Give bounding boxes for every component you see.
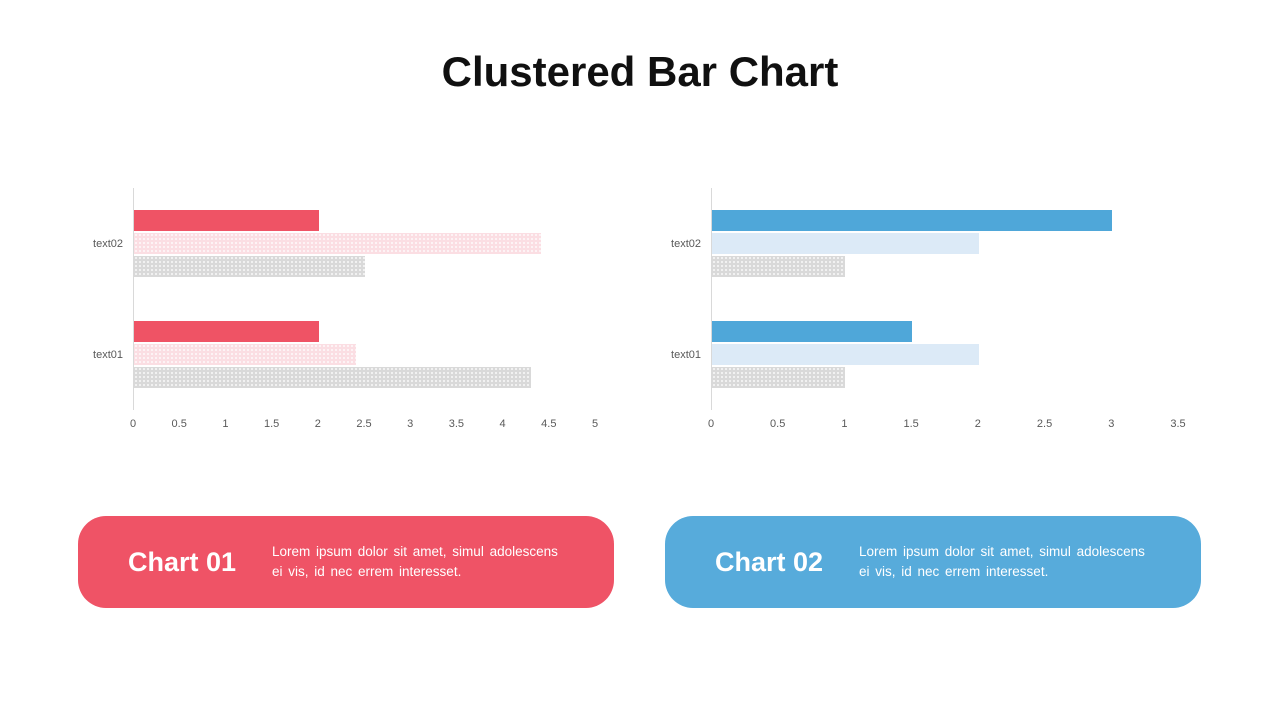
x-tick-label-2.5: 2.5 [356, 418, 372, 430]
x-tick-label-0: 0 [129, 418, 137, 430]
x-tick-label-4: 4 [499, 418, 506, 430]
category-label-text02: text02 [671, 237, 701, 250]
category-label-text01: text01 [93, 348, 123, 361]
x-tick-label-2: 2 [974, 418, 981, 430]
category-axis-labels: text02 text01 [78, 188, 133, 410]
bar-series-gray-text01 [712, 367, 846, 388]
bar-series-gray-text02 [712, 256, 846, 277]
x-tick-label-1: 1 [841, 418, 848, 430]
chart-02-card-title: Chart 02 [714, 546, 824, 577]
bar-chart-01: text02 text01 0 0.5 1 1.5 2 2.5 3 3.5 4 4.5 5 [78, 188, 608, 448]
bar-series-red-text02 [134, 210, 319, 231]
chart-01-card-description: Lorem ipsum dolor sit amet, simul adoles… [272, 543, 558, 579]
bar-series-pink-text01 [134, 344, 356, 365]
value-axis-line [711, 188, 712, 410]
bar-series-gray-text02 [134, 256, 365, 277]
x-tick-label-5: 5 [591, 418, 599, 430]
plot-area: 0 0.5 1 1.5 2 2.5 3 3.5 [708, 188, 1186, 430]
category-label-text02: text02 [93, 237, 123, 250]
chart-01-card-title: Chart 01 [127, 546, 237, 577]
x-tick-label-1: 1 [222, 418, 229, 430]
bar-series-lightblue-text02 [712, 233, 979, 254]
chart-02-card-description: Lorem ipsum dolor sit amet, simul adoles… [859, 543, 1145, 579]
x-tick-label-4.5: 4.5 [541, 418, 557, 430]
plot-area: 0 0.5 1 1.5 2 2.5 3 3.5 4 4.5 5 [130, 188, 598, 430]
x-tick-label-3.5: 3.5 [448, 418, 465, 430]
bar-chart-02: text02 text01 0 0.5 1 1.5 2 2.5 3 3.5 [656, 188, 1191, 448]
x-tick-label-3.5: 3.5 [1170, 418, 1186, 430]
chart-02-card: Chart 02 Lorem ipsum dolor sit amet, sim… [665, 516, 1201, 608]
category-axis-labels: text02 text01 [656, 188, 711, 410]
value-axis-line [133, 188, 134, 410]
chart-01-card: Chart 01 Lorem ipsum dolor sit amet, sim… [78, 516, 614, 608]
category-label-text01: text01 [671, 348, 701, 361]
x-tick-label-2.5: 2.5 [1036, 418, 1053, 430]
page-title: Clustered Bar Chart [441, 48, 839, 95]
x-tick-label-1.5: 1.5 [263, 418, 280, 430]
bar-series-gray-text01 [134, 367, 532, 388]
x-tick-label-0.5: 0.5 [770, 418, 786, 430]
bar-series-lightblue-text01 [712, 344, 979, 365]
x-tick-label-3: 3 [407, 418, 414, 430]
x-tick-label-3: 3 [1108, 418, 1115, 430]
bar-series-blue-text02 [712, 210, 1113, 231]
bar-series-blue-text01 [712, 321, 913, 342]
x-tick-label-1.5: 1.5 [903, 418, 919, 430]
x-tick-label-0.5: 0.5 [171, 418, 187, 430]
bar-series-pink-text02 [134, 233, 541, 254]
x-tick-label-2: 2 [314, 418, 321, 430]
x-tick-label-0: 0 [707, 418, 715, 430]
bar-series-red-text01 [134, 321, 319, 342]
